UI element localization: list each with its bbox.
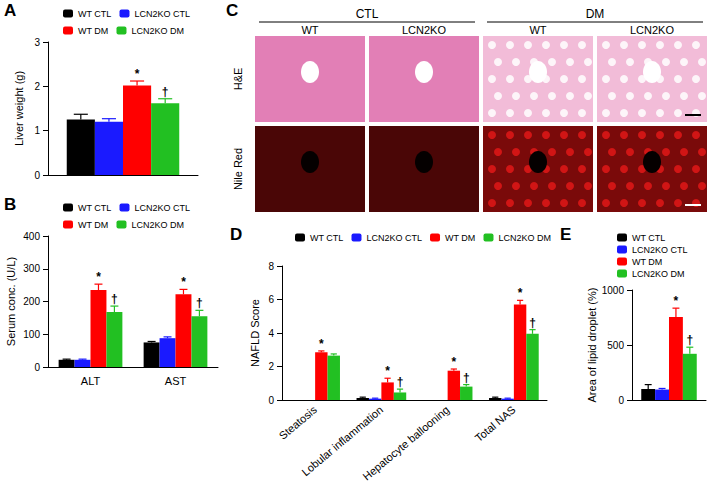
svg-text:0: 0 <box>268 395 274 406</box>
svg-text:NAFLD Score: NAFLD Score <box>249 299 261 367</box>
svg-text:LCN2KO CTL: LCN2KO CTL <box>632 245 688 255</box>
svg-text:LCN2KO DM: LCN2KO DM <box>131 26 184 36</box>
svg-text:†: † <box>162 85 169 99</box>
svg-text:LCN2KO DM: LCN2KO DM <box>499 233 552 243</box>
svg-text:1000: 1000 <box>602 285 625 296</box>
svg-text:WT DM: WT DM <box>632 257 662 267</box>
svg-text:D: D <box>230 225 242 244</box>
svg-text:*: * <box>674 294 679 308</box>
svg-text:E: E <box>560 225 571 244</box>
svg-text:CTL: CTL <box>356 7 379 21</box>
svg-text:0: 0 <box>34 170 40 181</box>
svg-text:Hepatocyte ballooning: Hepatocyte ballooning <box>360 403 451 482</box>
svg-text:Area of lipid droplet (%): Area of lipid droplet (%) <box>586 288 598 403</box>
svg-text:LCN2KO DM: LCN2KO DM <box>131 220 184 230</box>
svg-text:WT: WT <box>529 24 546 36</box>
svg-text:†: † <box>397 375 404 389</box>
svg-text:LCN2KO CTL: LCN2KO CTL <box>366 233 422 243</box>
svg-text:WT CTL: WT CTL <box>632 233 665 243</box>
svg-text:WT CTL: WT CTL <box>310 233 343 243</box>
svg-text:Lobular inflammation: Lobular inflammation <box>299 403 386 479</box>
svg-text:†: † <box>529 316 536 330</box>
svg-text:LCN2KO CTL: LCN2KO CTL <box>134 203 190 213</box>
svg-text:Nile Red: Nile Red <box>232 148 244 190</box>
svg-text:*: * <box>319 337 324 351</box>
svg-text:†: † <box>686 333 693 347</box>
svg-text:†: † <box>111 292 118 306</box>
svg-text:LCN2KO: LCN2KO <box>630 24 674 36</box>
svg-text:C: C <box>226 1 238 20</box>
svg-text:†: † <box>196 296 203 310</box>
svg-text:*: * <box>518 286 523 300</box>
svg-text:Total NAS: Total NAS <box>473 403 518 444</box>
svg-text:Serum conc. (U/L): Serum conc. (U/L) <box>5 257 17 346</box>
svg-text:WT DM: WT DM <box>78 220 108 230</box>
svg-text:A: A <box>4 1 16 20</box>
svg-text:Steatosis: Steatosis <box>277 403 320 442</box>
svg-text:WT: WT <box>301 24 318 36</box>
svg-text:LCN2KO DM: LCN2KO DM <box>632 269 685 279</box>
svg-text:2: 2 <box>268 361 274 372</box>
svg-text:Liver weight (g): Liver weight (g) <box>13 71 25 146</box>
svg-text:LCN2KO CTL: LCN2KO CTL <box>134 9 190 19</box>
svg-text:*: * <box>135 67 140 81</box>
svg-text:AST: AST <box>165 375 187 387</box>
svg-text:1: 1 <box>34 125 40 136</box>
svg-text:WT CTL: WT CTL <box>78 203 111 213</box>
svg-text:B: B <box>4 195 16 214</box>
svg-text:*: * <box>181 275 186 289</box>
svg-text:3: 3 <box>34 37 40 48</box>
svg-text:LCN2KO: LCN2KO <box>402 24 446 36</box>
svg-text:8: 8 <box>268 261 274 272</box>
svg-text:400: 400 <box>23 231 40 242</box>
svg-text:200: 200 <box>23 296 40 307</box>
svg-text:100: 100 <box>23 329 40 340</box>
svg-text:H&E: H&E <box>232 68 244 91</box>
svg-text:4: 4 <box>268 328 274 339</box>
svg-text:DM: DM <box>586 7 605 21</box>
svg-text:500: 500 <box>607 340 624 351</box>
svg-text:300: 300 <box>23 263 40 274</box>
svg-text:ALT: ALT <box>81 375 101 387</box>
svg-text:*: * <box>385 364 390 378</box>
svg-text:*: * <box>451 355 456 369</box>
svg-text:†: † <box>463 371 470 385</box>
svg-text:0: 0 <box>34 362 40 373</box>
svg-text:*: * <box>96 270 101 284</box>
svg-text:2: 2 <box>34 81 40 92</box>
svg-text:WT DM: WT DM <box>445 233 475 243</box>
svg-text:WT DM: WT DM <box>78 26 108 36</box>
svg-text:6: 6 <box>268 294 274 305</box>
svg-text:0: 0 <box>618 395 624 406</box>
svg-text:WT CTL: WT CTL <box>78 9 111 19</box>
